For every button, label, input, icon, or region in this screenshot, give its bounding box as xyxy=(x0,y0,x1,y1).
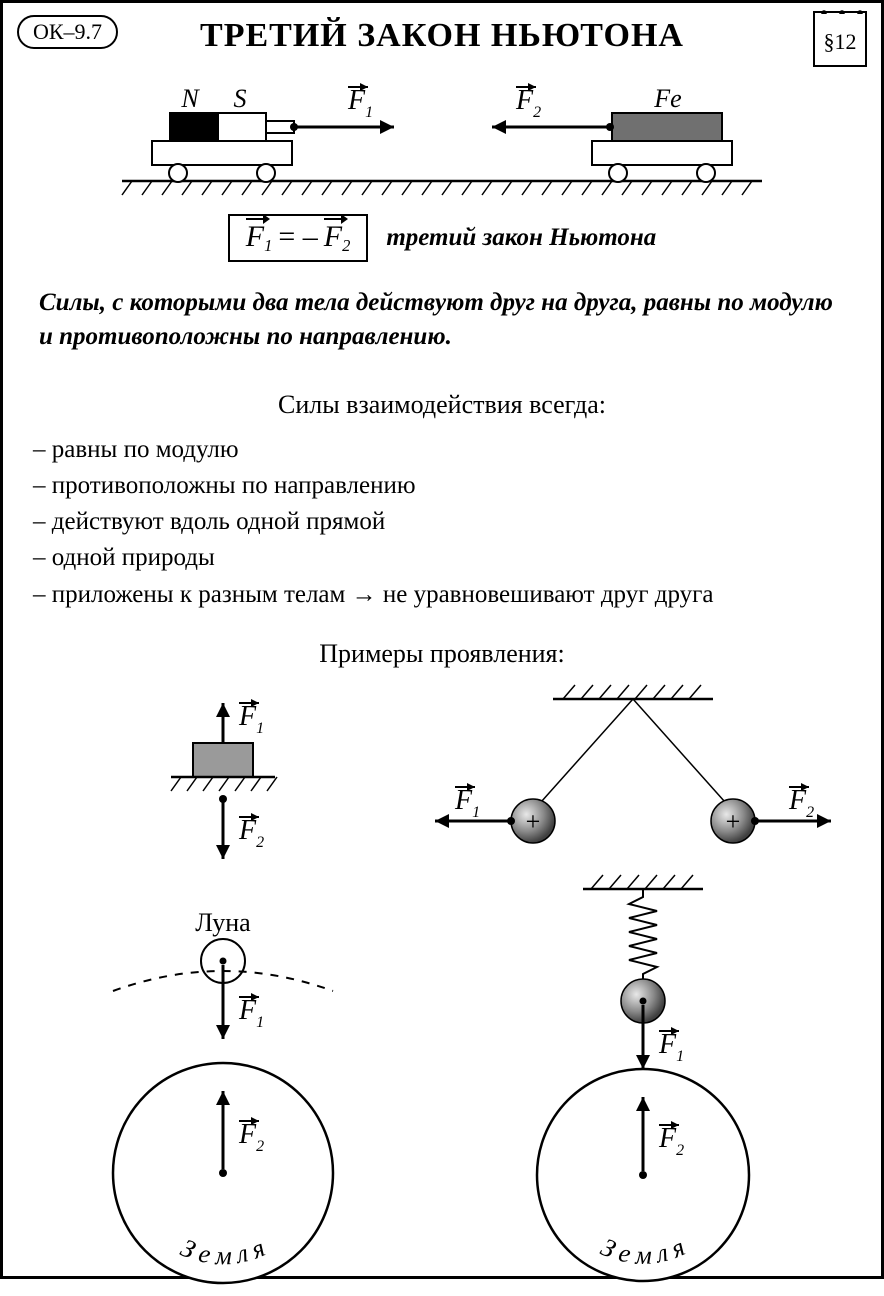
svg-text:+: + xyxy=(726,807,741,836)
page: ОК–9.7 ТРЕТИЙ ЗАКОН НЬЮТОНА §12 xyxy=(0,0,884,1279)
formula-row: F1 = – F2 третий закон Ньютона xyxy=(3,214,881,262)
bullet-item: – противоположны по направлению xyxy=(33,468,851,504)
law-name: третий закон Ньютона xyxy=(386,224,656,252)
law-definition: Силы, с которыми два тела действуют друг… xyxy=(3,262,881,364)
bullet-item: – одной природы xyxy=(33,540,851,576)
moon-label: Луна xyxy=(195,908,251,937)
page-title: ТРЕТИЙ ЗАКОН НЬЮТОНА xyxy=(3,17,881,55)
formula-box: F1 = – F2 xyxy=(228,214,369,262)
example-diagrams: F1 F2 xyxy=(3,681,881,1291)
svg-text:+: + xyxy=(526,807,541,836)
bullet-item: – приложены к разным телам → не уравнове… xyxy=(33,577,851,613)
label-N: N xyxy=(180,84,200,113)
section-badge: §12 xyxy=(813,11,867,67)
carts-diagram: N S F1 Fe F2 xyxy=(62,73,822,208)
bullet-item: – действуют вдоль одной прямой xyxy=(33,504,851,540)
header: ОК–9.7 ТРЕТИЙ ЗАКОН НЬЮТОНА §12 xyxy=(3,3,881,73)
bullet-list: – равны по модулю – противоположны по на… xyxy=(3,432,881,613)
interaction-heading: Силы взаимодействия всегда: xyxy=(3,390,881,420)
label-S: S xyxy=(234,84,247,113)
examples-heading: Примеры проявления: xyxy=(3,639,881,669)
label-Fe: Fe xyxy=(653,84,681,113)
bullet-item: – равны по модулю xyxy=(33,432,851,468)
